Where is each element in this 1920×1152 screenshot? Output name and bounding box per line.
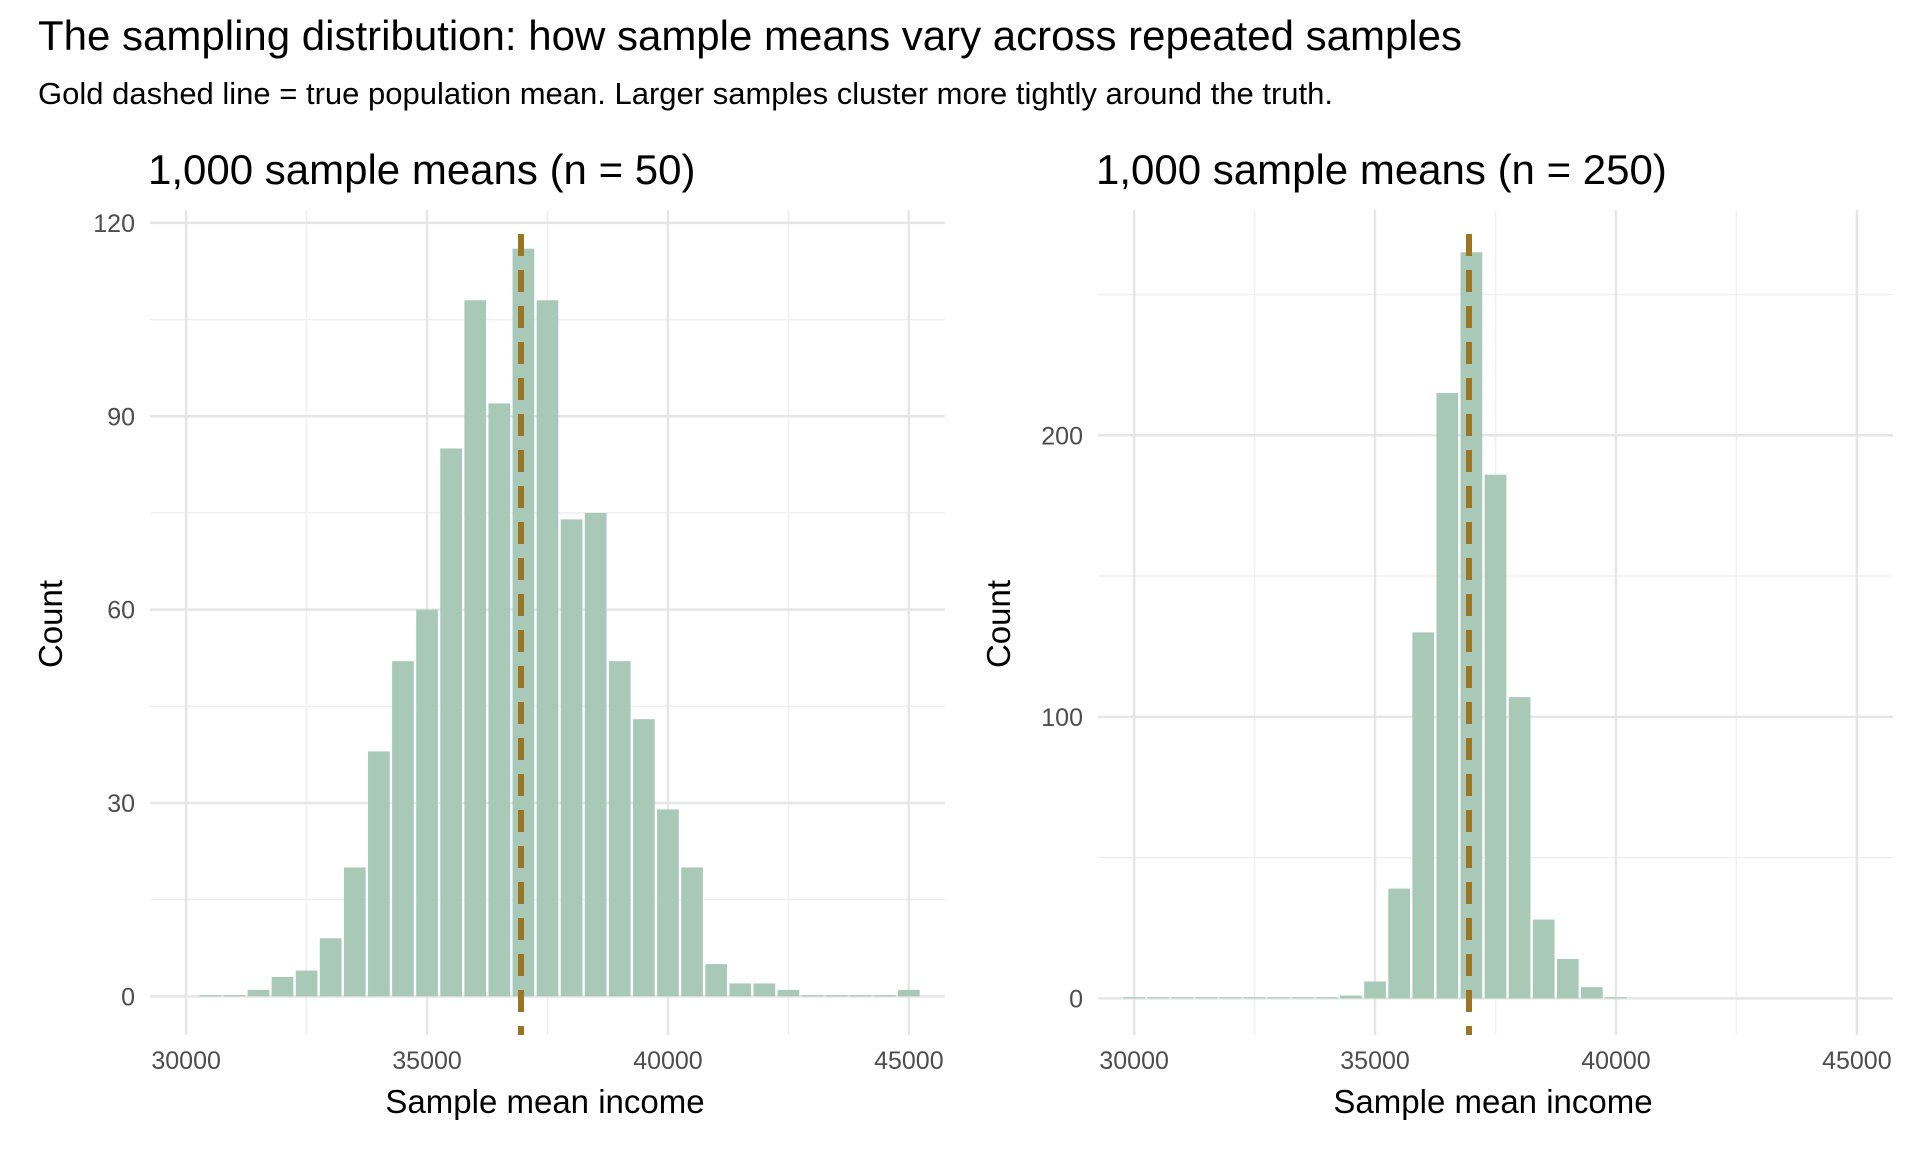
panel-n50: 1,000 sample means (n = 50) 30000 35000 40… xyxy=(32,146,945,1120)
histogram-bar xyxy=(295,970,318,997)
histogram-bar xyxy=(512,248,535,997)
histogram-bar xyxy=(849,995,872,997)
histogram-bar xyxy=(1340,995,1362,999)
histogram-bar xyxy=(1556,958,1579,999)
histogram-bar xyxy=(777,989,800,997)
histogram-bar xyxy=(801,995,824,997)
x-axis-title-n50: Sample mean income xyxy=(385,1083,704,1120)
x-axis-title-n250: Sample mean income xyxy=(1333,1083,1652,1120)
y-tick-label: 0 xyxy=(121,983,135,1011)
histogram-bar xyxy=(1388,888,1410,999)
histogram-bar xyxy=(825,995,848,997)
y-tick-label: 0 xyxy=(1069,985,1083,1013)
histogram-bar xyxy=(392,661,414,997)
y-tick-label: 200 xyxy=(1041,422,1083,450)
histogram-bar xyxy=(1532,919,1555,999)
y-tick-label: 30 xyxy=(107,790,135,818)
histogram-bar xyxy=(729,983,752,997)
x-tick-label: 35000 xyxy=(392,1047,462,1075)
histogram-bar xyxy=(873,995,896,997)
histogram-bar xyxy=(1291,997,1314,999)
histogram-bar xyxy=(1581,987,1603,999)
figure-title: The sampling distribution: how sample me… xyxy=(38,12,1463,59)
histogram-bar xyxy=(1316,997,1338,999)
histogram-bar xyxy=(1412,632,1435,999)
ticks-n250: 30000 35000 40000 45000 0 100 200 xyxy=(1041,422,1891,1075)
histogram-bar xyxy=(898,989,920,997)
figure-subtitle: Gold dashed line = true population mean.… xyxy=(38,76,1333,111)
histogram-bar xyxy=(633,719,655,997)
y-tick-label: 60 xyxy=(107,597,135,625)
histogram-bar xyxy=(1605,997,1627,999)
histogram-bar xyxy=(1364,981,1386,999)
panel-n250: 1,000 sample means (n = 250) 30000 35000 4… xyxy=(980,146,1893,1120)
panel-title-n250: 1,000 sample means (n = 250) xyxy=(1096,146,1667,193)
x-tick-label: 45000 xyxy=(874,1047,944,1075)
histogram-bar xyxy=(368,751,390,997)
histogram-bar xyxy=(1436,393,1459,999)
histogram-bar xyxy=(657,809,679,997)
bars-n50 xyxy=(199,248,920,997)
x-tick-label: 30000 xyxy=(1099,1047,1169,1075)
histogram-bar xyxy=(1171,997,1194,999)
histogram-bar xyxy=(681,867,703,997)
histogram-bar xyxy=(247,989,270,997)
bars-n250 xyxy=(1123,252,1627,999)
histogram-bar xyxy=(271,976,294,997)
y-tick-label: 120 xyxy=(93,210,135,238)
x-tick-label: 40000 xyxy=(633,1047,703,1075)
x-tick-label: 45000 xyxy=(1822,1047,1892,1075)
histogram-bar xyxy=(1243,997,1266,999)
y-tick-label: 90 xyxy=(107,403,135,431)
y-axis-title-n250: Count xyxy=(980,580,1017,668)
histogram-bar xyxy=(1147,997,1170,999)
histogram-bar xyxy=(1267,997,1290,999)
y-axis-title-n50: Count xyxy=(32,580,69,668)
histogram-bar xyxy=(705,964,727,997)
histogram-bar xyxy=(319,938,342,997)
y-tick-label: 100 xyxy=(1041,704,1083,732)
histogram-bar xyxy=(199,995,222,997)
histogram-bar xyxy=(560,519,583,997)
panel-title-n50: 1,000 sample means (n = 50) xyxy=(148,146,695,193)
histogram-bar xyxy=(1195,997,1218,999)
histogram-bar xyxy=(343,867,366,997)
x-tick-label: 30000 xyxy=(151,1047,221,1075)
x-tick-label: 35000 xyxy=(1340,1047,1410,1075)
histogram-bar xyxy=(416,609,438,997)
histogram-bar xyxy=(1484,474,1507,999)
histogram-bar xyxy=(488,403,511,997)
histogram-bar xyxy=(753,983,776,997)
histogram-bar xyxy=(440,448,462,997)
histogram-bar xyxy=(223,995,246,997)
ticks-n50: 30000 35000 40000 45000 0 30 60 90 120 xyxy=(93,210,943,1075)
histogram-bar xyxy=(1460,252,1483,999)
histogram-bar xyxy=(536,300,559,997)
histogram-bar xyxy=(584,512,607,997)
histogram-bar xyxy=(1219,997,1242,999)
histogram-bar xyxy=(1123,997,1145,999)
x-tick-label: 40000 xyxy=(1581,1047,1651,1075)
histogram-bar xyxy=(464,300,487,997)
histogram-bar xyxy=(1508,697,1531,999)
histogram-bar xyxy=(608,661,631,997)
